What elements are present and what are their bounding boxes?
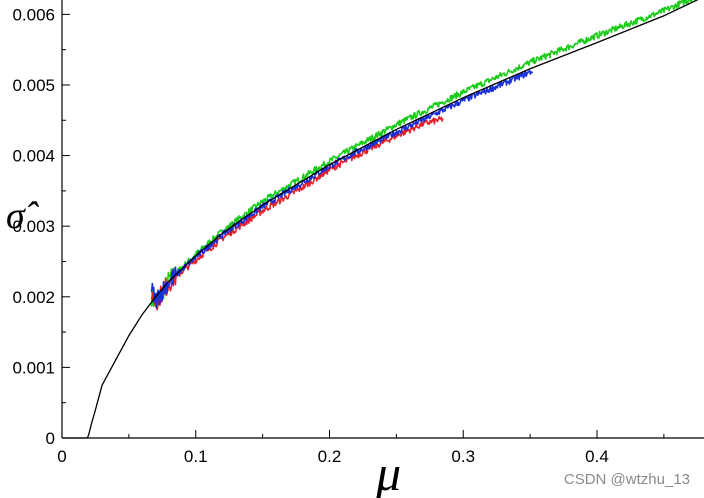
y-tick-label: 0: [46, 429, 55, 448]
x-axis-title: μ: [375, 445, 401, 498]
series-line: [150, 0, 696, 308]
y-tick-label: 0.001: [12, 358, 55, 377]
y-tick-label: 0.005: [12, 76, 55, 95]
axes: [61, 0, 704, 439]
x-tick-label: 0.4: [585, 447, 609, 466]
ticks: 0 0.001 0.002 0.003 0.004 0.005 0.006 0 0.1 0.2 0.…: [12, 5, 665, 466]
series-line-fit: [62, 0, 699, 439]
series-line: [150, 69, 534, 309]
y-tick-label: 0.006: [12, 5, 55, 24]
y-tick-label: 0.002: [12, 288, 55, 307]
x-tick-label: 0.1: [184, 447, 208, 466]
watermark: CSDN @wtzhu_13: [564, 471, 690, 488]
series-layer: [62, 0, 699, 439]
y-tick-label: 0.003: [12, 217, 55, 236]
x-tick-label: 0.2: [318, 447, 342, 466]
series-line: [150, 115, 444, 311]
x-tick-label: 0: [57, 447, 66, 466]
x-tick-label: 0.3: [451, 447, 475, 466]
y-tick-label: 0.004: [12, 147, 55, 166]
